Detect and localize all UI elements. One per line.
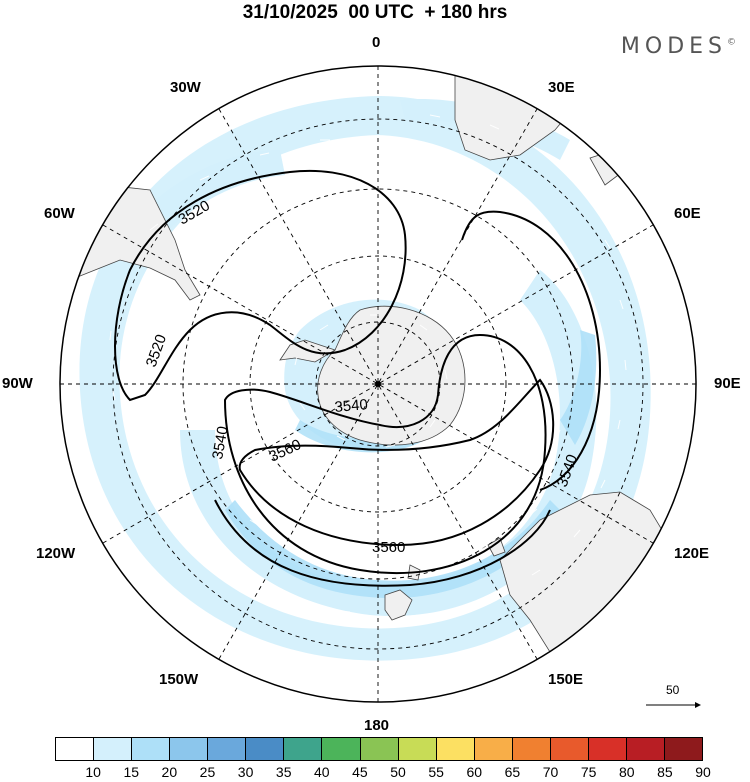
lon-label-90e: 90E	[714, 375, 741, 392]
geopotential-contours	[114, 169, 602, 587]
colorbar-cell	[246, 738, 285, 760]
colorbar-tick-label: 35	[275, 764, 292, 780]
colorbar-cell	[474, 738, 513, 760]
colorbar-tick-label: 10	[85, 764, 101, 780]
colorbar-cell	[512, 738, 551, 760]
contour-3560	[238, 378, 555, 547]
meridian-120	[102, 224, 654, 544]
colorbar-cell	[626, 738, 665, 760]
colorbar-tick-label: 75	[580, 764, 597, 780]
lon-label-150w: 150W	[159, 671, 199, 688]
colorbar-tick-label: 40	[314, 764, 330, 780]
colorbar-cell	[588, 738, 627, 760]
map-border	[59, 65, 697, 703]
latitude-circle-4	[112, 118, 644, 650]
colorbar-cell	[170, 738, 209, 760]
lon-label-180: 180	[364, 717, 390, 734]
colorbar-cell	[550, 738, 589, 760]
land-africa	[454, 66, 601, 161]
colorbar-cell	[208, 738, 247, 760]
wind-band-middle	[180, 270, 597, 617]
contour-3540	[223, 333, 547, 575]
colorbar-tick-label: 15	[123, 764, 140, 780]
land-tasmania	[487, 537, 506, 557]
colorbar-tick-label: 65	[504, 764, 521, 780]
colorbar-tick-label: 90	[695, 764, 711, 780]
contour-label: 3540	[209, 425, 232, 461]
land-madagascar	[589, 149, 626, 186]
wind-band-north	[400, 99, 570, 160]
wind-band-core-east	[560, 330, 597, 445]
south-pole-marker	[375, 381, 381, 387]
wind-speed-colorbar	[55, 737, 703, 761]
colorbar-cell	[94, 738, 133, 760]
contour-3580	[214, 499, 551, 587]
contour-label: 3540	[334, 396, 369, 416]
latitude-circle-2	[249, 255, 507, 513]
colorbar-cell	[436, 738, 475, 760]
lon-label-0: 0	[372, 34, 381, 51]
wind-band-core	[225, 500, 560, 599]
colorbar-cell	[132, 738, 171, 760]
wind-vectors	[109, 114, 627, 617]
colorbar-cell	[284, 738, 323, 760]
colorbar-cell	[322, 738, 361, 760]
polar-map: 3520 3520 3540 3540 3540 3560 3560	[59, 65, 701, 708]
contour-label: 3560	[372, 539, 405, 556]
colorbar-tick-label: 60	[466, 764, 483, 780]
colorbar-tick-label: 85	[657, 764, 673, 780]
lon-label-30w: 30W	[170, 79, 201, 96]
colorbar-tick-label: 55	[428, 764, 444, 780]
lon-label-60e: 60E	[674, 205, 701, 222]
colorbar-labels: 10 15 20 25 30 35 40 45 50 55 60 65 70 75 80 85 90	[55, 764, 710, 782]
lon-label-60w: 60W	[44, 205, 75, 222]
colorbar-tick-label: 25	[199, 764, 216, 780]
meridian-150	[218, 108, 538, 660]
colorbar-cell	[665, 738, 703, 760]
lon-label-120w: 120W	[36, 545, 76, 562]
contour-3520-east	[461, 210, 602, 491]
lon-label-30e: 30E	[548, 79, 575, 96]
brand-text: MODES	[620, 34, 727, 59]
contour-3520	[114, 169, 407, 402]
modes-logo: MODES©	[621, 34, 736, 59]
colorbar-cell	[360, 738, 399, 760]
lon-label-150e: 150E	[548, 671, 584, 688]
colorbar-tick-label: 20	[161, 764, 178, 780]
copyright-mark: ©	[727, 37, 736, 48]
colorbar-tick-label: 30	[237, 764, 254, 780]
colorbar-tick-label: 80	[618, 764, 635, 780]
contour-label: 3560	[267, 436, 304, 466]
lon-label-120e: 120E	[674, 545, 710, 562]
colorbar-cell	[398, 738, 437, 760]
reference-vector-label: 50	[666, 683, 680, 697]
map-title: 31/10/2025 00 UTC + 180 hrs	[242, 2, 508, 23]
meridian-60	[102, 224, 654, 544]
colorbar-tick-label: 50	[390, 764, 406, 780]
colorbar-tick-label: 70	[542, 764, 559, 780]
colorbar-cell	[56, 738, 95, 760]
colorbar-tick-label: 45	[352, 764, 368, 780]
lon-label-90w: 90W	[2, 375, 33, 392]
